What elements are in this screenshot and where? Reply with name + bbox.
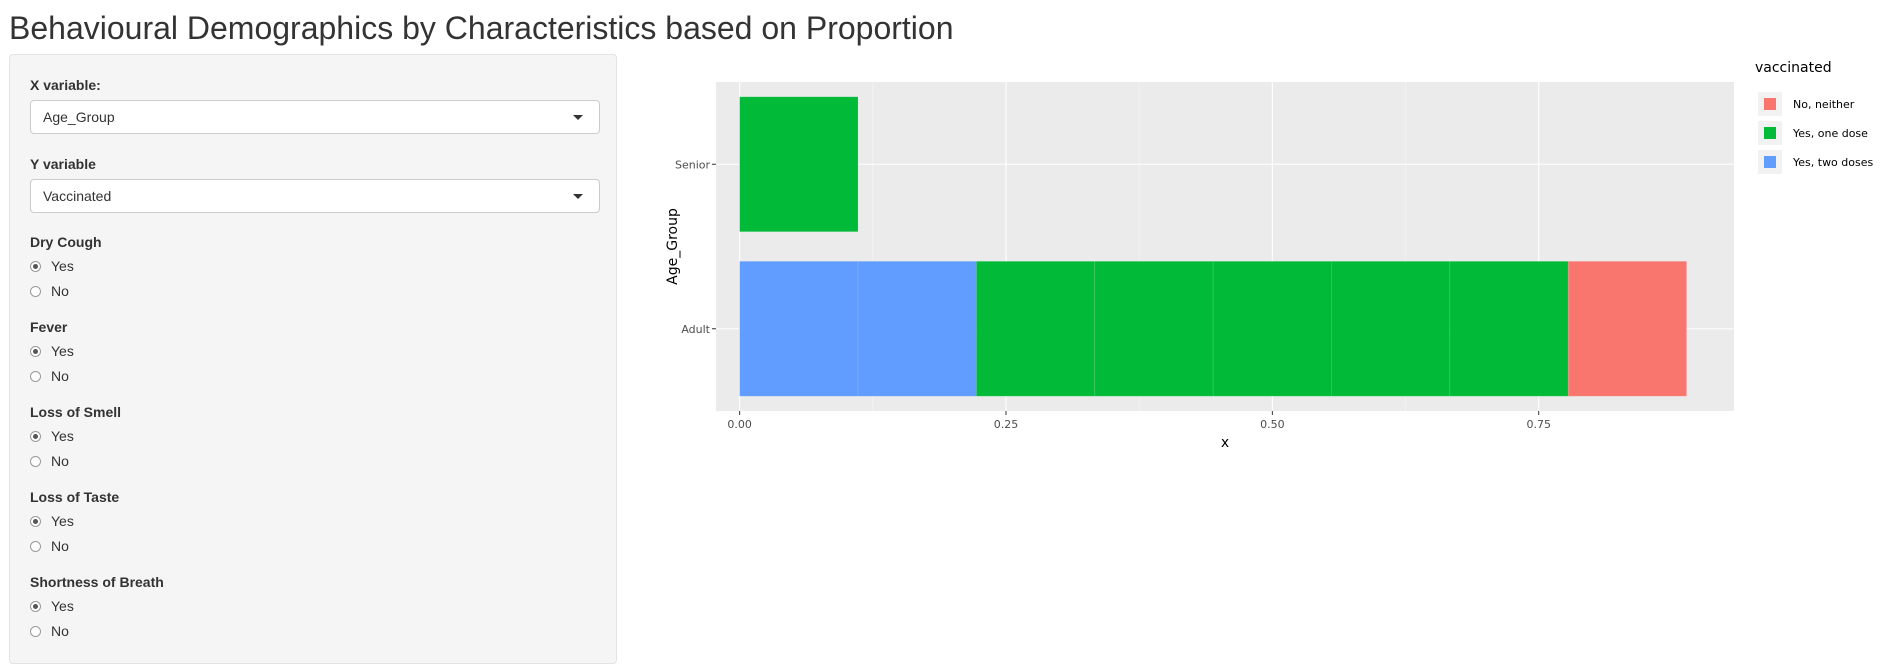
radio-checked-icon[interactable] [30,515,41,527]
fever-label: Fever [30,319,68,335]
x-tick-label: 0.25 [994,418,1019,431]
legend-swatch [1764,156,1776,168]
y-variable-value: Vaccinated [43,188,112,204]
fever-yes-label: Yes [51,343,74,359]
legend-label: Yes, two doses [1792,156,1873,169]
shortness-of-breath-no-label: No [51,623,69,639]
bar-segment [1449,260,1569,397]
radio-unchecked-icon[interactable] [30,455,41,467]
sidebar-panel: X variable: Age_Group Y variable Vaccina… [9,54,617,664]
loss-of-taste-yes-label: Yes [51,513,74,529]
loss-of-taste-label: Loss of Taste [30,489,120,505]
axes: 0.00 0.25 0.50 0.75 Adult Senior [675,158,1551,431]
legend-title: vaccinated [1755,60,1832,76]
legend-swatch [1764,127,1776,139]
x-axis-label: x [1221,435,1229,451]
x-variable-value: Age_Group [43,109,115,125]
loss-of-smell-yes-radio[interactable]: Yes [30,427,74,445]
x-variable-select[interactable]: Age_Group [30,100,600,134]
bars [739,96,1687,397]
shortness-of-breath-no-radio[interactable]: No [30,622,69,640]
dry-cough-no-radio[interactable]: No [30,282,69,300]
loss-of-smell-label: Loss of Smell [30,404,122,420]
loss-of-smell-yes-label: Yes [51,428,74,444]
bar-segment [1094,260,1214,397]
loss-of-taste-yes-radio[interactable]: Yes [30,512,74,530]
bar-segment [739,260,859,397]
bar-segment [1212,260,1332,397]
legend-label: Yes, one dose [1792,127,1868,140]
x-variable-label: X variable: [30,77,101,93]
dry-cough-no-label: No [51,283,69,299]
dry-cough-yes-radio[interactable]: Yes [30,257,74,275]
radio-unchecked-icon[interactable] [30,625,41,637]
y-tick-label: Senior [675,158,711,171]
loss-of-smell-no-radio[interactable]: No [30,452,69,470]
y-variable-select[interactable]: Vaccinated [30,179,600,213]
loss-of-smell-no-label: No [51,453,69,469]
x-tick-label: 0.50 [1260,418,1285,431]
radio-unchecked-icon[interactable] [30,540,41,552]
dry-cough-yes-label: Yes [51,258,74,274]
bar-segment [975,260,1096,397]
legend-swatch [1764,98,1776,110]
shortness-of-breath-yes-label: Yes [51,598,74,614]
bar-segment [1331,260,1451,397]
chevron-down-icon [573,115,583,120]
radio-checked-icon[interactable] [30,600,41,612]
shortness-of-breath-yes-radio[interactable]: Yes [30,597,74,615]
fever-no-radio[interactable]: No [30,367,69,385]
loss-of-taste-no-label: No [51,538,69,554]
fever-yes-radio[interactable]: Yes [30,342,74,360]
radio-checked-icon[interactable] [30,260,41,272]
y-variable-label: Y variable [30,156,96,172]
bar-segment [739,96,859,233]
dry-cough-label: Dry Cough [30,234,102,250]
x-tick-label: 0.75 [1526,418,1551,431]
bar-segment [857,260,977,397]
y-axis-label: Age_Group [665,208,681,285]
page-title: Behavioural Demographics by Characterist… [9,10,954,46]
radio-checked-icon[interactable] [30,430,41,442]
legend-label: No, neither [1793,98,1855,111]
shortness-of-breath-label: Shortness of Breath [30,574,164,590]
chevron-down-icon [573,194,583,199]
x-tick-label: 0.00 [727,418,752,431]
y-tick-label: Adult [681,323,710,336]
radio-checked-icon[interactable] [30,345,41,357]
legend: vaccinated No, neither Yes, one dose Yes, … [1755,60,1873,174]
fever-no-label: No [51,368,69,384]
radio-unchecked-icon[interactable] [30,370,41,382]
radio-unchecked-icon[interactable] [30,285,41,297]
loss-of-taste-no-radio[interactable]: No [30,537,69,555]
bar-segment [1567,260,1687,397]
